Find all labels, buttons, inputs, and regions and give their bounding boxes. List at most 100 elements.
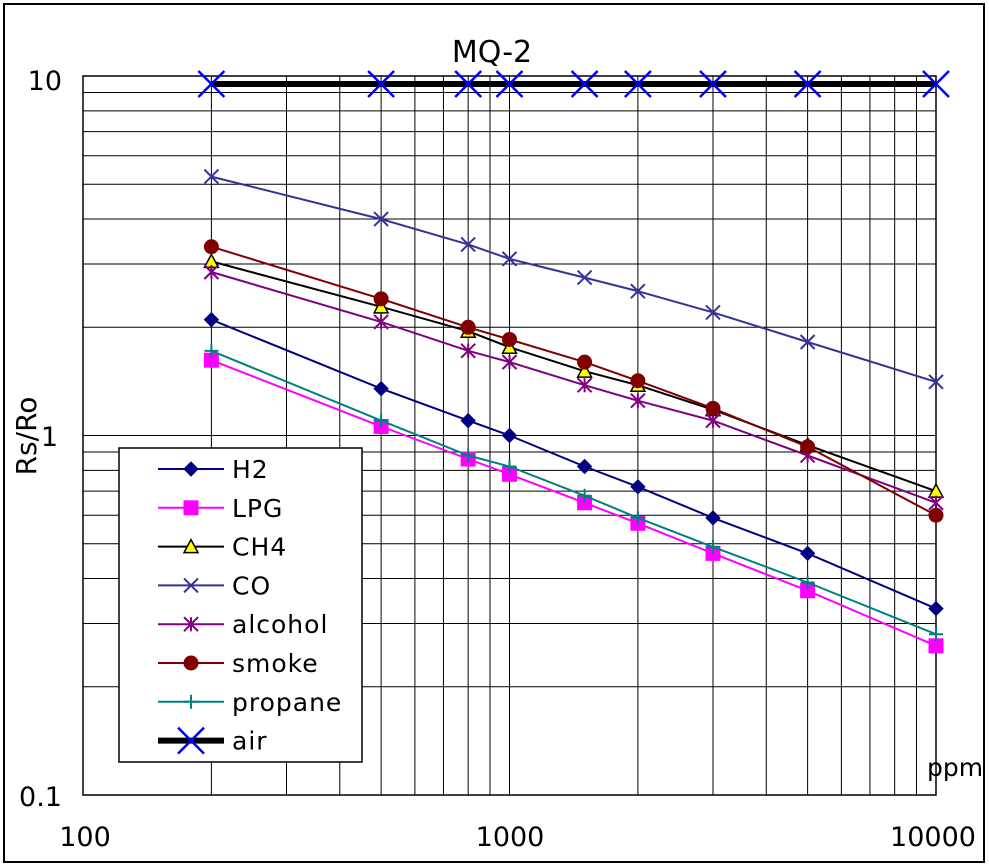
- legend-swatch-marker: [183, 500, 199, 516]
- data-point-h2: [460, 412, 476, 429]
- data-point-alcohol: [705, 412, 721, 429]
- data-point-smoke: [630, 373, 646, 389]
- y-axis-label: Rs/Ro: [10, 397, 43, 476]
- data-point-smoke: [373, 291, 389, 307]
- series-air: [197, 70, 950, 98]
- data-point-alcohol: [203, 264, 220, 280]
- data-point-air: [570, 70, 599, 98]
- legend-swatch-marker: [182, 538, 200, 554]
- legend-item-co: CO: [158, 571, 271, 600]
- data-point-alcohol: [373, 314, 389, 330]
- legend-label-air: air: [232, 727, 268, 756]
- data-point-co: [576, 269, 593, 286]
- x-tick-label-100: 100: [59, 822, 111, 853]
- data-point-co: [373, 211, 389, 227]
- y-tick-label-0-1: 0.1: [19, 782, 62, 813]
- data-point-air: [922, 70, 950, 98]
- legend-swatch-marker: [177, 726, 205, 755]
- series-alcohol: [203, 264, 944, 511]
- legend-swatch-marker: [183, 655, 199, 671]
- data-point-ch4: [372, 298, 390, 314]
- data-point-smoke: [203, 239, 219, 255]
- legend-label-propane: propane: [232, 688, 342, 717]
- x-tick-label-10000: 10000: [890, 822, 976, 853]
- legend-label-co: CO: [232, 571, 271, 600]
- legend-label-ch4: CH4: [232, 533, 287, 562]
- x-unit-label: ppm: [927, 753, 983, 782]
- legend-swatch-marker: [183, 577, 199, 594]
- legend-box: [118, 447, 363, 763]
- data-point-smoke: [577, 354, 593, 370]
- data-point-h2: [799, 545, 816, 562]
- legend-item-alcohol: alcohol: [158, 610, 328, 639]
- legend-item-propane: propane: [158, 688, 342, 717]
- data-point-propane: [461, 448, 476, 463]
- data-point-air: [793, 70, 822, 98]
- series-group: [197, 70, 950, 654]
- legend-item-h2: H2: [158, 455, 269, 484]
- data-point-co: [630, 283, 646, 299]
- data-point-h2: [373, 380, 389, 397]
- chart-title: MQ-2: [452, 35, 532, 70]
- plot-area: [82, 75, 937, 796]
- legend-item-ch4: CH4: [158, 533, 287, 562]
- data-point-co: [928, 374, 944, 390]
- series-propane: [204, 343, 943, 642]
- legend-swatch-marker: [183, 616, 199, 632]
- data-point-h2: [705, 510, 721, 526]
- legend: H2 LPG CH4 CO alcohol smoke propane air: [118, 447, 363, 763]
- y-tick-label-1: 1: [41, 422, 58, 453]
- data-point-h2: [630, 479, 646, 495]
- data-point-co: [799, 334, 816, 350]
- legend-label-alcohol: alcohol: [232, 610, 328, 639]
- data-point-propane: [800, 575, 815, 590]
- data-point-h2: [203, 311, 220, 328]
- data-point-propane: [929, 627, 943, 642]
- data-point-smoke: [705, 400, 721, 416]
- data-point-air: [495, 70, 524, 98]
- data-point-alcohol: [501, 354, 518, 370]
- data-point-propane: [577, 488, 592, 503]
- data-point-h2: [928, 600, 944, 617]
- series-co: [203, 168, 944, 390]
- data-point-smoke: [502, 331, 517, 347]
- data-point-co: [460, 236, 476, 253]
- data-point-alcohol: [460, 343, 476, 359]
- data-point-propane: [705, 539, 720, 554]
- data-point-air: [624, 70, 652, 98]
- legend-item-smoke: smoke: [158, 649, 319, 678]
- data-point-co: [705, 304, 721, 321]
- data-point-h2: [576, 458, 593, 475]
- legend-label-h2: H2: [232, 455, 269, 484]
- y-tick-label-10: 10: [28, 66, 62, 97]
- data-point-propane: [502, 459, 517, 474]
- data-point-smoke: [928, 507, 944, 523]
- data-point-co: [203, 168, 220, 185]
- data-point-co: [501, 251, 518, 267]
- data-point-alcohol: [630, 392, 646, 409]
- legend-label-lpg: LPG: [232, 494, 283, 523]
- data-point-air: [699, 70, 727, 98]
- legend-label-smoke: smoke: [232, 649, 319, 678]
- data-point-alcohol: [928, 495, 944, 511]
- data-point-alcohol: [576, 377, 593, 393]
- data-point-smoke: [460, 319, 476, 335]
- legend-swatch-marker: [184, 694, 198, 709]
- data-point-h2: [501, 427, 518, 444]
- data-point-air: [197, 70, 226, 98]
- series-h2: [203, 311, 944, 617]
- legend-swatch-marker: [183, 461, 199, 477]
- data-point-ch4: [576, 362, 593, 378]
- data-point-smoke: [800, 439, 816, 455]
- data-point-air: [367, 70, 395, 98]
- legend-item-lpg: LPG: [158, 494, 283, 523]
- x-tick-label-1000: 1000: [476, 822, 545, 853]
- data-point-air: [454, 70, 483, 98]
- series-smoke: [203, 239, 944, 523]
- legend-item-air: air: [158, 726, 268, 756]
- data-point-propane: [374, 413, 389, 428]
- data-point-propane: [204, 343, 219, 358]
- data-point-propane: [630, 510, 645, 525]
